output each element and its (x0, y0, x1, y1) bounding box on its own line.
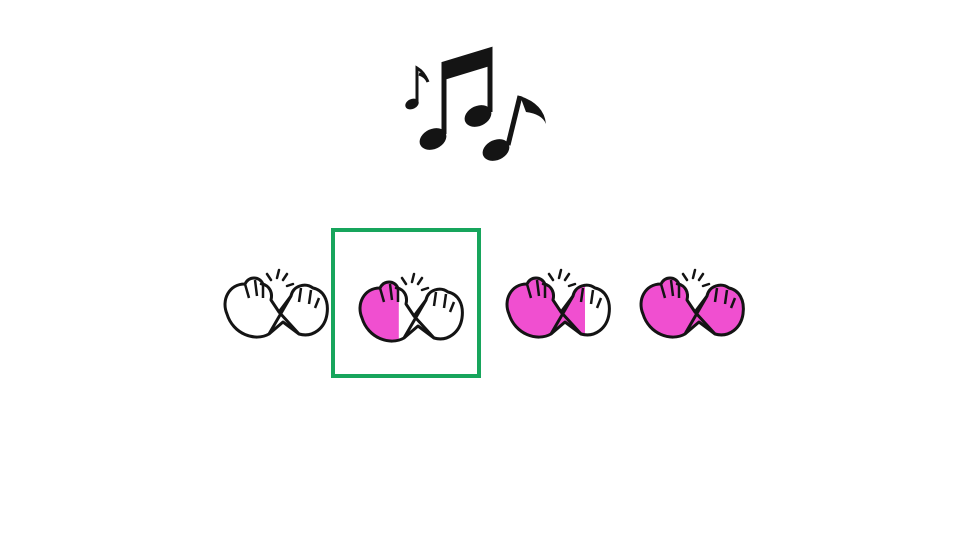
music-notes-icon (405, 46, 546, 161)
option-2[interactable] (331, 228, 481, 378)
option-3[interactable] (482, 228, 632, 378)
pinky-promise-options (0, 228, 955, 378)
pinky-promise-icon (223, 268, 329, 339)
pinky-promise-icon (358, 272, 464, 343)
option-4[interactable] (616, 228, 766, 378)
pinky-promise-icon (639, 268, 745, 339)
option-1[interactable] (200, 228, 350, 378)
pinky-promise-icon (505, 268, 611, 339)
